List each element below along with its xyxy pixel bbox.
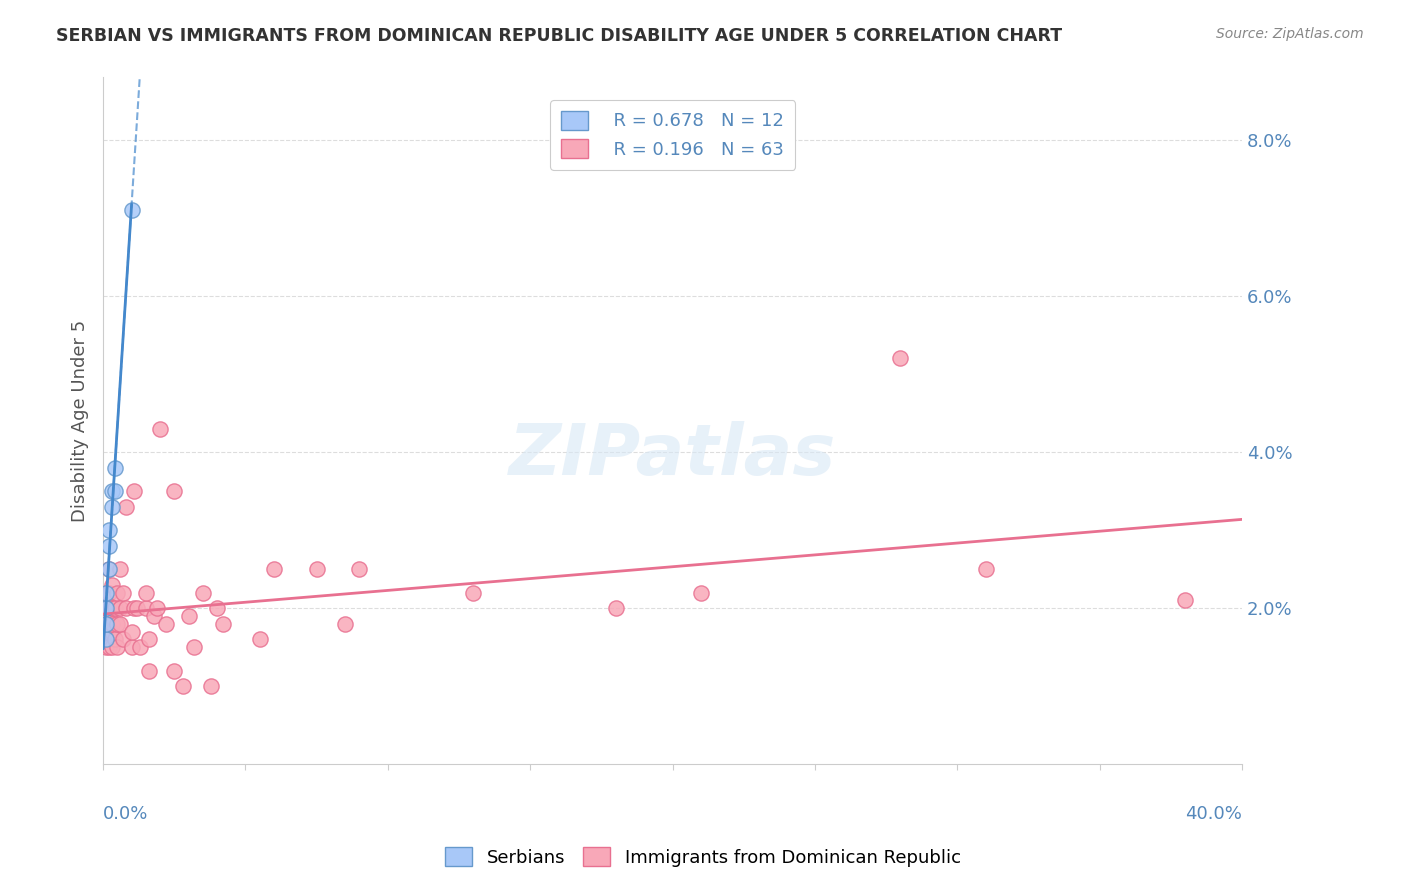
Point <box>110 601 132 615</box>
Point <box>121 624 143 639</box>
Point <box>121 640 143 655</box>
Point <box>1174 593 1197 607</box>
Point <box>200 679 222 693</box>
Point <box>97 609 120 624</box>
Point <box>690 585 713 599</box>
Point <box>138 632 160 647</box>
Point <box>97 523 120 537</box>
Point <box>124 484 146 499</box>
Point <box>97 640 120 655</box>
Point <box>94 601 117 615</box>
Point <box>605 601 627 615</box>
Point <box>112 632 135 647</box>
Point <box>163 664 186 678</box>
Point <box>110 616 132 631</box>
Point <box>172 679 194 693</box>
Point <box>103 632 125 647</box>
Point <box>129 640 152 655</box>
Text: 40.0%: 40.0% <box>1185 805 1241 823</box>
Point <box>127 601 149 615</box>
Point <box>94 585 117 599</box>
Point <box>110 562 132 576</box>
Point <box>115 601 138 615</box>
Point <box>305 562 328 576</box>
Point <box>94 609 117 624</box>
Point <box>135 601 157 615</box>
Point <box>97 562 120 576</box>
Point <box>105 616 128 631</box>
Point <box>94 640 117 655</box>
Point <box>211 616 233 631</box>
Text: SERBIAN VS IMMIGRANTS FROM DOMINICAN REPUBLIC DISABILITY AGE UNDER 5 CORRELATION: SERBIAN VS IMMIGRANTS FROM DOMINICAN REP… <box>56 27 1063 45</box>
Point <box>100 640 122 655</box>
Point <box>103 460 125 475</box>
Point <box>163 484 186 499</box>
Point <box>889 351 911 366</box>
Point <box>100 624 122 639</box>
Point <box>94 616 117 631</box>
Point <box>121 203 143 218</box>
Point <box>112 585 135 599</box>
Point <box>97 624 120 639</box>
Point <box>94 585 117 599</box>
Point <box>177 609 200 624</box>
Point <box>97 562 120 576</box>
Point <box>94 632 117 647</box>
Point <box>155 616 177 631</box>
Y-axis label: Disability Age Under 5: Disability Age Under 5 <box>72 319 89 522</box>
Point <box>94 601 117 615</box>
Point <box>105 640 128 655</box>
Point <box>138 664 160 678</box>
Point <box>94 616 117 631</box>
Point <box>100 578 122 592</box>
Point <box>263 562 285 576</box>
Point <box>105 585 128 599</box>
Legend:   R = 0.678   N = 12,   R = 0.196   N = 63: R = 0.678 N = 12, R = 0.196 N = 63 <box>550 100 796 169</box>
Legend: Serbians, Immigrants from Dominican Republic: Serbians, Immigrants from Dominican Repu… <box>439 840 967 874</box>
Point <box>143 609 166 624</box>
Point <box>100 616 122 631</box>
Point <box>463 585 485 599</box>
Point <box>103 484 125 499</box>
Point <box>97 539 120 553</box>
Point <box>100 500 122 514</box>
Text: 0.0%: 0.0% <box>103 805 149 823</box>
Point <box>100 601 122 615</box>
Point <box>249 632 271 647</box>
Text: ZIPatlas: ZIPatlas <box>509 421 837 490</box>
Text: Source: ZipAtlas.com: Source: ZipAtlas.com <box>1216 27 1364 41</box>
Point <box>149 422 172 436</box>
Point <box>94 632 117 647</box>
Point <box>100 484 122 499</box>
Point <box>333 616 356 631</box>
Point <box>115 500 138 514</box>
Point <box>124 601 146 615</box>
Point <box>94 624 117 639</box>
Point <box>349 562 371 576</box>
Point <box>103 601 125 615</box>
Point <box>205 601 228 615</box>
Point <box>146 601 169 615</box>
Point <box>191 585 214 599</box>
Point <box>183 640 205 655</box>
Point <box>135 585 157 599</box>
Point <box>974 562 997 576</box>
Point <box>97 585 120 599</box>
